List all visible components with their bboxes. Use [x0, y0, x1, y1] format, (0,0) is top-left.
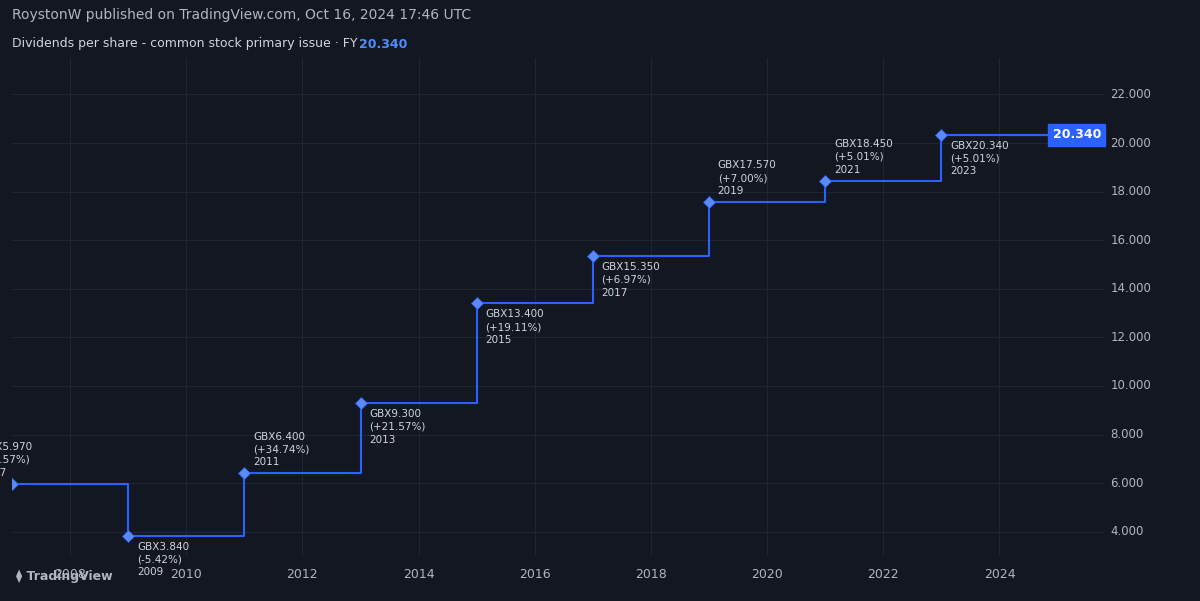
Text: 6.000: 6.000 [1111, 477, 1144, 490]
Text: 10.000: 10.000 [1111, 379, 1151, 392]
Text: 20.000: 20.000 [1111, 136, 1151, 150]
Text: Dividends per share - common stock primary issue · FY: Dividends per share - common stock prima… [12, 37, 366, 50]
Text: 16.000: 16.000 [1111, 234, 1152, 246]
Text: 12.000: 12.000 [1111, 331, 1152, 344]
Text: GBX18.450
(+5.01%)
2021: GBX18.450 (+5.01%) 2021 [834, 139, 893, 175]
Text: 18.000: 18.000 [1111, 185, 1151, 198]
Text: GBX17.570
(+7.00%)
2019: GBX17.570 (+7.00%) 2019 [718, 160, 776, 196]
Text: 14.000: 14.000 [1111, 282, 1152, 295]
Text: RoystonW published on TradingView.com, Oct 16, 2024 17:46 UTC: RoystonW published on TradingView.com, O… [12, 8, 472, 22]
Text: GBX13.400
(+19.11%)
2015: GBX13.400 (+19.11%) 2015 [485, 310, 544, 345]
Text: GBX3.840
(-5.42%)
2009: GBX3.840 (-5.42%) 2009 [137, 542, 190, 578]
Text: GBX9.300
(+21.57%)
2013: GBX9.300 (+21.57%) 2013 [370, 409, 426, 445]
Text: 20.340: 20.340 [1052, 128, 1102, 141]
Text: GBX20.340
(+5.01%)
2023: GBX20.340 (+5.01%) 2023 [950, 141, 1009, 177]
Text: GBX6.400
(+34.74%)
2011: GBX6.400 (+34.74%) 2011 [253, 432, 310, 468]
Text: GBX15.350
(+6.97%)
2017: GBX15.350 (+6.97%) 2017 [601, 262, 660, 297]
Text: ⧫ TradingView: ⧫ TradingView [16, 570, 113, 583]
Text: 22.000: 22.000 [1111, 88, 1152, 101]
Text: 8.000: 8.000 [1111, 428, 1144, 441]
Text: 4.000: 4.000 [1111, 525, 1144, 538]
Text: 20.340: 20.340 [359, 37, 407, 50]
Text: GBX5.970
(+7.57%)
2007: GBX5.970 (+7.57%) 2007 [0, 442, 32, 478]
